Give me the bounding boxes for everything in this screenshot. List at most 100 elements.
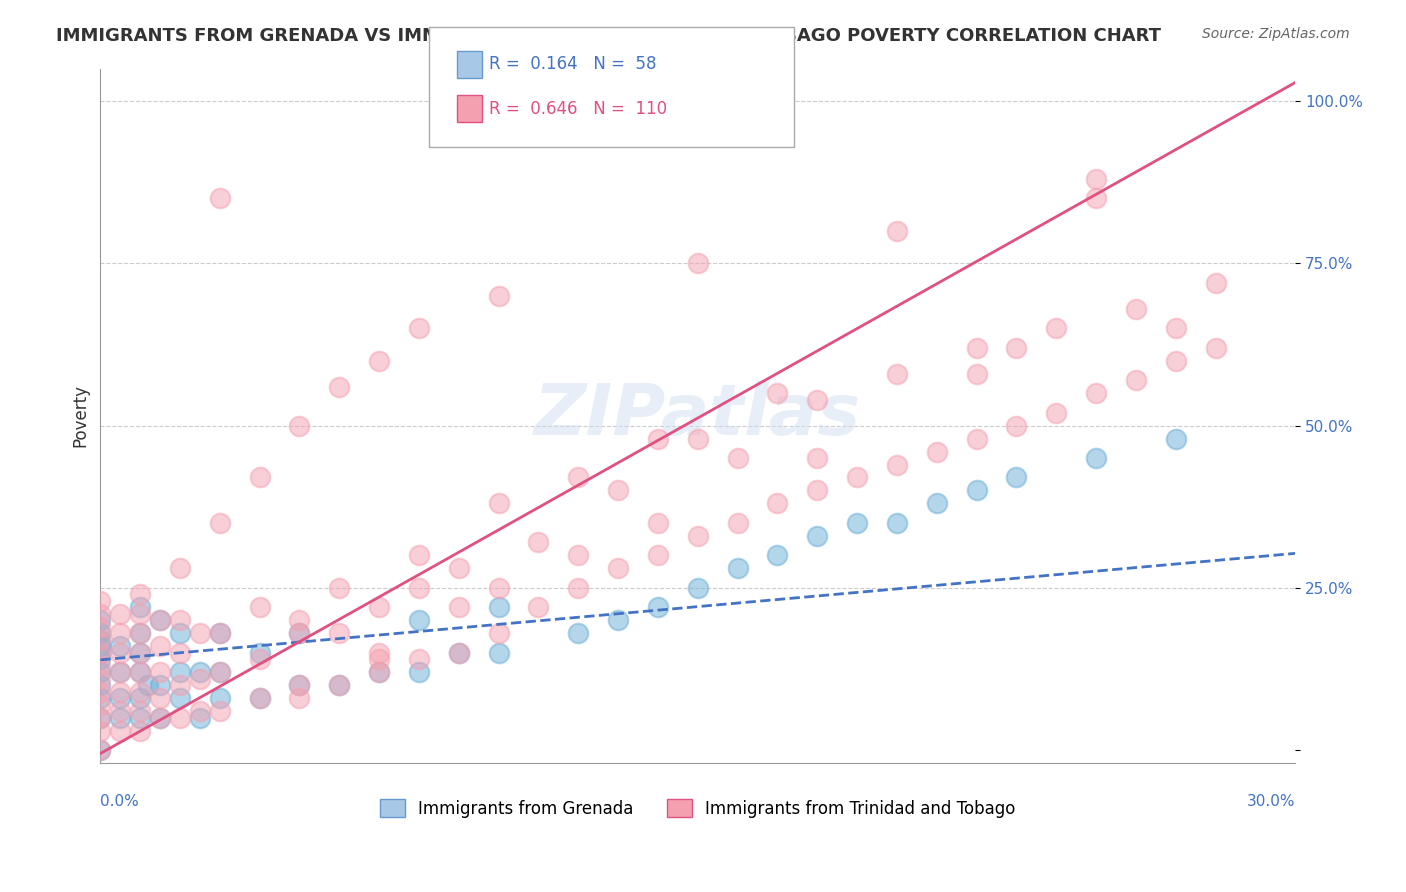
Point [408, 321, 430, 335]
Point [89, 646, 111, 660]
Point [89, 691, 111, 706]
Point [567, 470, 589, 484]
Point [208, 191, 231, 205]
Point [110, 607, 132, 621]
Legend: Immigrants from Grenada, Immigrants from Trinidad and Tobago: Immigrants from Grenada, Immigrants from… [373, 793, 1022, 824]
Point [89, 652, 111, 666]
Point [110, 684, 132, 698]
Point [110, 665, 132, 680]
Point [89, 632, 111, 647]
Point [966, 483, 988, 498]
Point [89, 711, 111, 725]
Point [208, 665, 231, 680]
Point [208, 516, 231, 530]
Point [488, 646, 510, 660]
Y-axis label: Poverty: Poverty [72, 384, 89, 447]
Point [607, 483, 630, 498]
Point [249, 470, 271, 484]
Point [89, 646, 111, 660]
Point [328, 379, 350, 393]
Point [110, 640, 132, 654]
Point [567, 626, 589, 640]
Point [249, 652, 271, 666]
Point [1085, 386, 1108, 401]
Text: 30.0%: 30.0% [1247, 795, 1295, 809]
Point [1125, 301, 1147, 316]
Point [1164, 432, 1187, 446]
Point [169, 646, 191, 660]
Point [89, 743, 111, 757]
Point [169, 626, 191, 640]
Point [527, 535, 550, 549]
Point [1005, 341, 1028, 355]
Point [1125, 373, 1147, 387]
Point [110, 665, 132, 680]
Point [129, 626, 152, 640]
Point [886, 516, 908, 530]
Point [208, 626, 231, 640]
Point [110, 704, 132, 718]
Point [149, 613, 172, 627]
Point [129, 665, 152, 680]
Point [169, 691, 191, 706]
Point [169, 665, 191, 680]
Point [447, 646, 470, 660]
Point [686, 432, 709, 446]
Point [527, 600, 550, 615]
Point [129, 600, 152, 615]
Point [1045, 406, 1067, 420]
Point [129, 704, 152, 718]
Point [288, 691, 311, 706]
Point [288, 678, 311, 692]
Text: R =  0.164   N =  58: R = 0.164 N = 58 [489, 55, 657, 73]
Point [925, 496, 948, 510]
Point [647, 549, 669, 563]
Point [89, 711, 111, 725]
Point [89, 613, 111, 627]
Point [129, 691, 152, 706]
Point [488, 289, 510, 303]
Point [149, 678, 172, 692]
Point [328, 581, 350, 595]
Point [288, 613, 311, 627]
Point [1205, 341, 1227, 355]
Point [1085, 450, 1108, 465]
Point [328, 678, 350, 692]
Point [169, 678, 191, 692]
Point [1005, 470, 1028, 484]
Point [408, 549, 430, 563]
Point [129, 711, 152, 725]
Point [368, 646, 391, 660]
Point [208, 665, 231, 680]
Point [368, 665, 391, 680]
Point [368, 600, 391, 615]
Point [766, 386, 789, 401]
Point [249, 691, 271, 706]
Point [89, 672, 111, 686]
Point [110, 691, 132, 706]
Point [110, 626, 132, 640]
Point [328, 678, 350, 692]
Point [925, 444, 948, 458]
Point [567, 581, 589, 595]
Point [488, 626, 510, 640]
Point [89, 607, 111, 621]
Text: 0.0%: 0.0% [100, 795, 139, 809]
Point [607, 561, 630, 575]
Point [89, 632, 111, 647]
Point [129, 665, 152, 680]
Point [249, 646, 271, 660]
Point [447, 561, 470, 575]
Point [1164, 321, 1187, 335]
Point [328, 626, 350, 640]
Point [169, 561, 191, 575]
Point [447, 646, 470, 660]
Text: R =  0.646   N =  110: R = 0.646 N = 110 [489, 100, 668, 118]
Point [647, 432, 669, 446]
Point [89, 743, 111, 757]
Point [647, 516, 669, 530]
Point [288, 626, 311, 640]
Point [488, 496, 510, 510]
Point [249, 600, 271, 615]
Point [89, 698, 111, 712]
